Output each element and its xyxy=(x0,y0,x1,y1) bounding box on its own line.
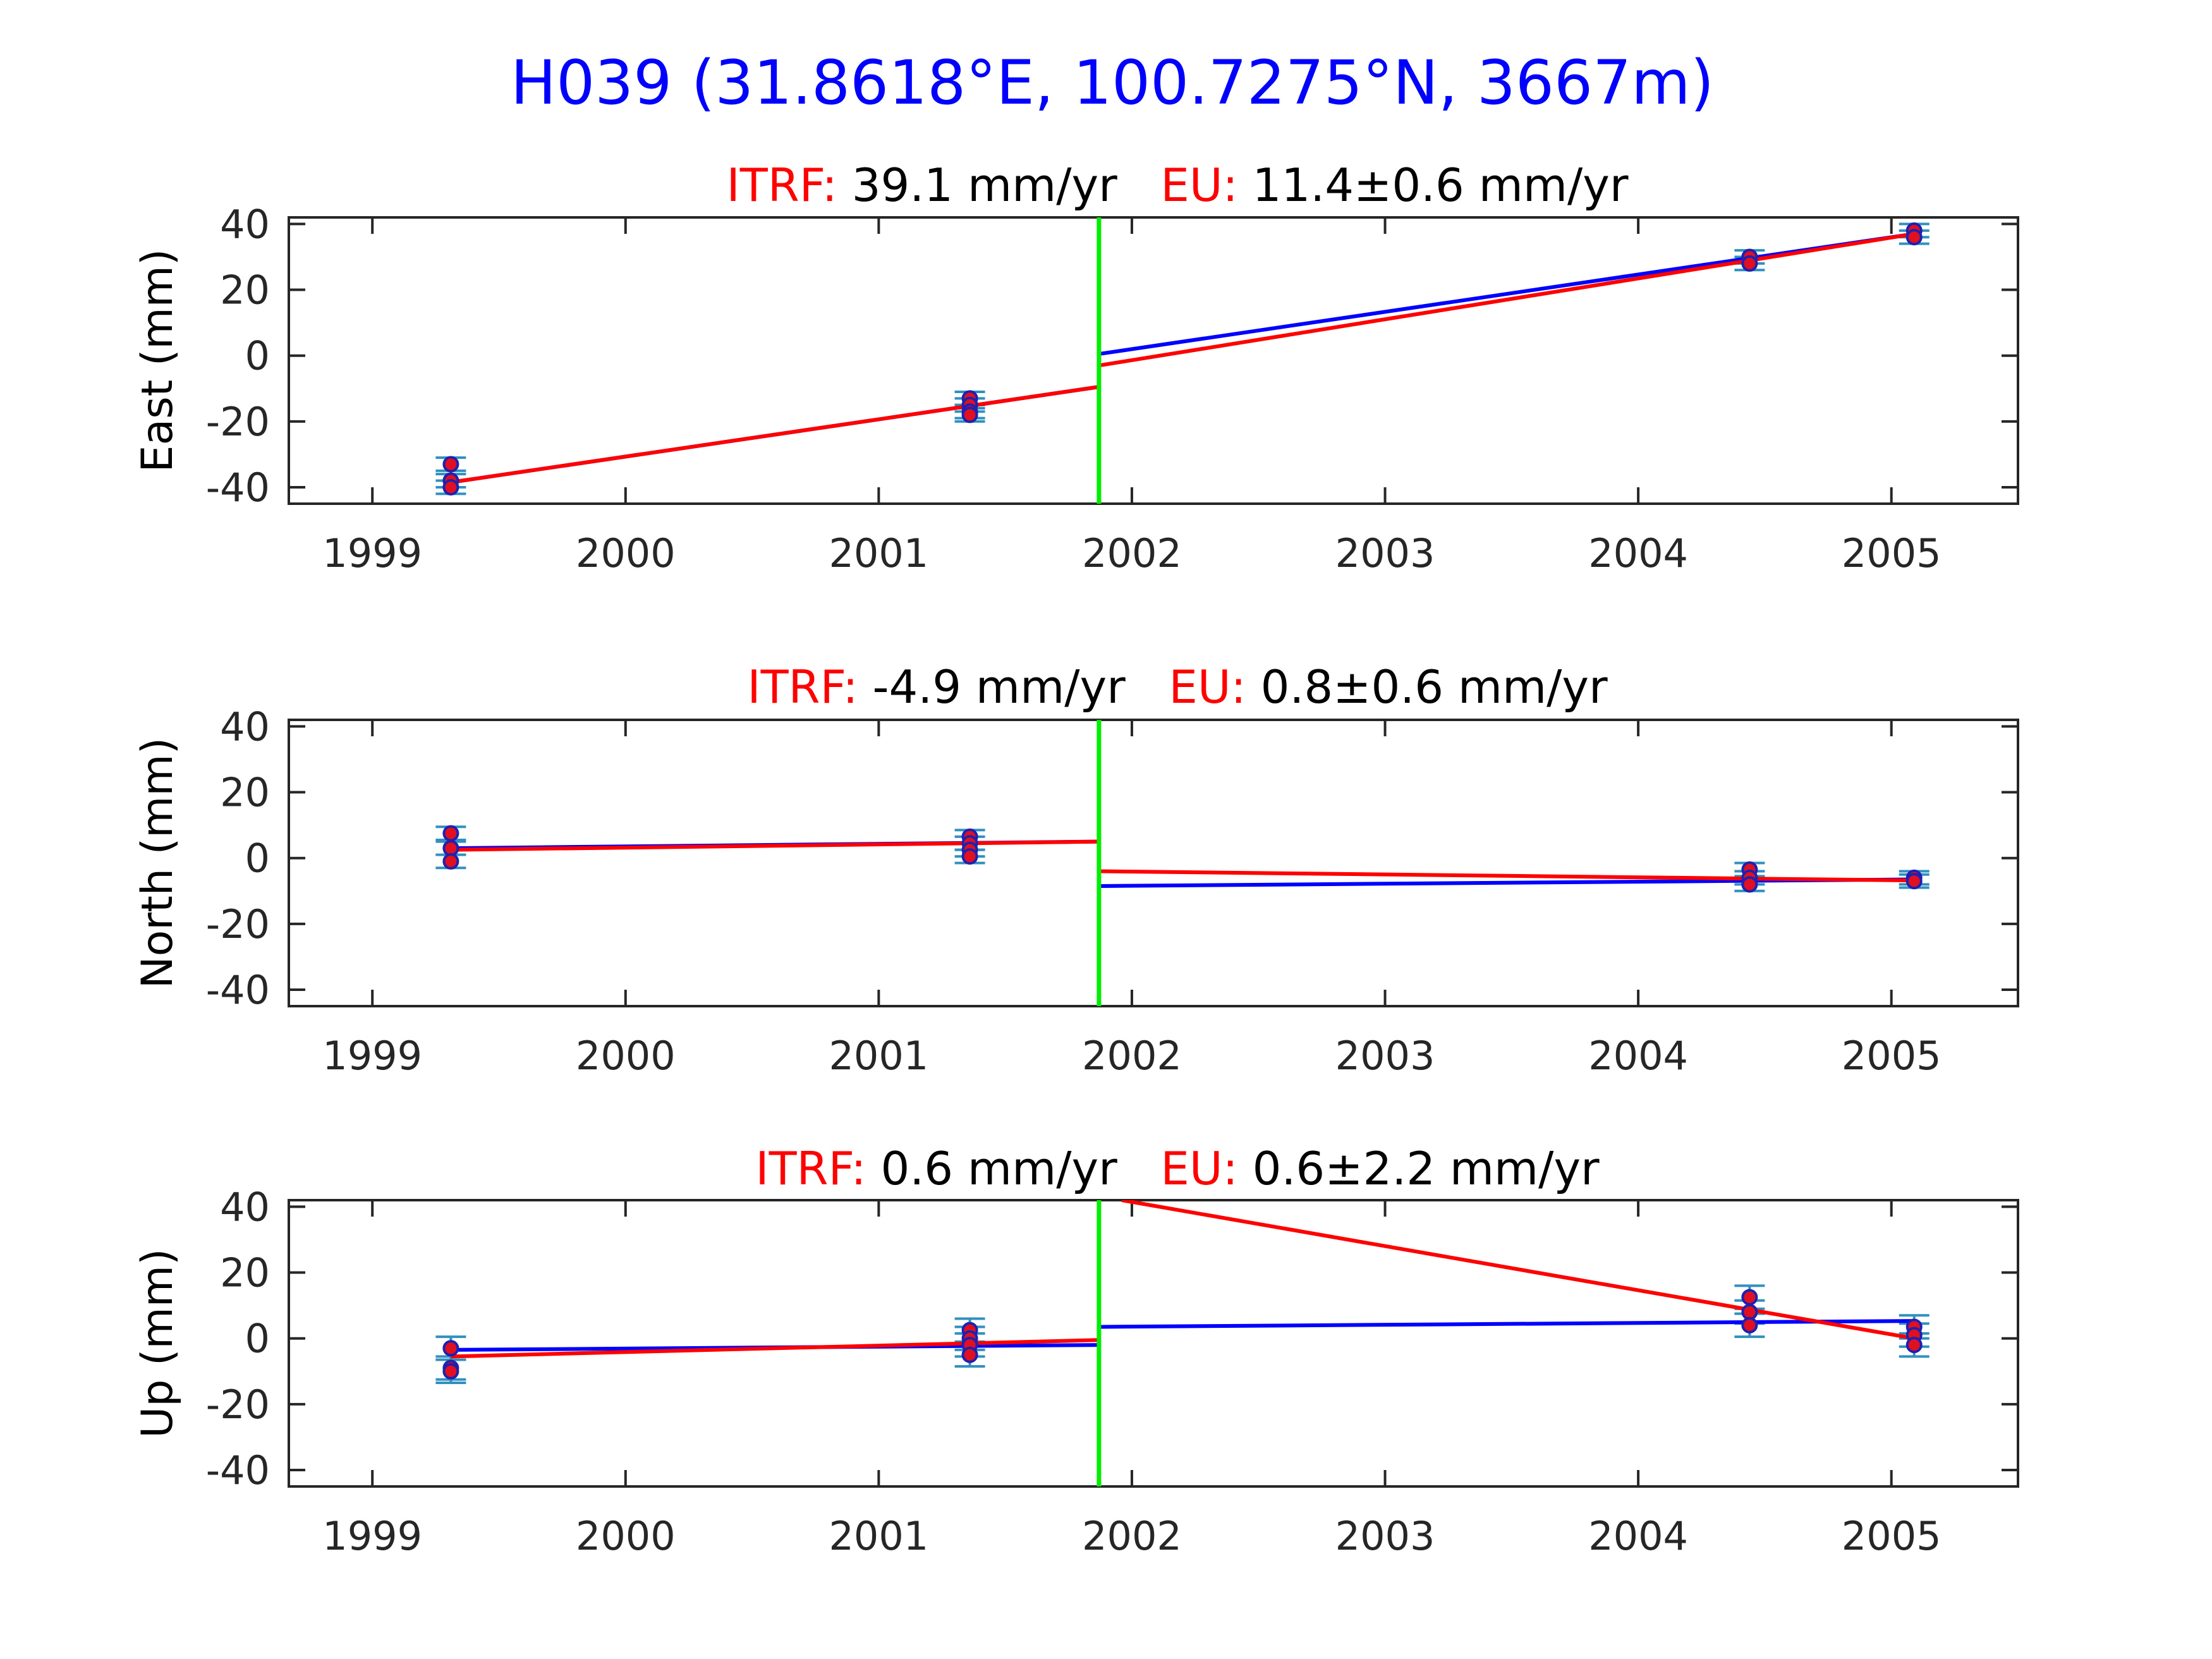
y-tick-label: 0 xyxy=(245,333,270,379)
data-point xyxy=(961,1346,978,1363)
plot-frame xyxy=(288,719,2019,1007)
y-axis-label: Up (mm) xyxy=(133,1248,183,1438)
plot-frame xyxy=(288,1199,2019,1488)
subplot-2: ITRF: -4.9 mm/yr EU: 0.8±0.6 mm/yr 1999 20… xyxy=(133,660,2019,1079)
y-tick-label: 0 xyxy=(245,1316,270,1362)
x-tick-label: 2004 xyxy=(1588,1033,1688,1079)
x-tick-label: 2004 xyxy=(1588,530,1688,576)
subplot-title-part: ITRF: xyxy=(727,159,837,212)
data-point xyxy=(442,456,459,473)
model-line xyxy=(451,1338,1099,1359)
y-tick-label: 0 xyxy=(245,836,270,882)
model-line xyxy=(1098,232,1915,368)
y-axis-label: East (mm) xyxy=(133,249,183,473)
x-tick-label: 1999 xyxy=(322,1033,422,1079)
subplot-title-part: 0.6±2.2 mm/yr xyxy=(1238,1142,1600,1195)
model-line xyxy=(451,839,1099,852)
x-tick-label: 2005 xyxy=(1842,530,1942,576)
y-tick-label: 40 xyxy=(220,1184,270,1230)
y-tick-label: -20 xyxy=(206,901,270,947)
y-tick-label: 40 xyxy=(220,703,270,750)
data-point xyxy=(1905,873,1923,890)
y-tick-label: -20 xyxy=(206,399,270,445)
x-tick-label: 2003 xyxy=(1335,530,1435,576)
subplot-title: ITRF: -4.9 mm/yr EU: 0.8±0.6 mm/yr xyxy=(747,660,1608,714)
plot-frame xyxy=(288,216,2019,505)
data-layer xyxy=(435,222,1929,495)
data-point xyxy=(1905,1337,1923,1354)
subplot-title-part: EU: xyxy=(1126,660,1246,714)
x-tick-label: 2002 xyxy=(1082,1033,1182,1079)
x-tick-label: 2005 xyxy=(1842,1513,1942,1559)
x-tick-label: 2000 xyxy=(576,1033,676,1079)
data-point xyxy=(442,1363,459,1380)
data-point xyxy=(1905,229,1923,246)
subplot-panels: ITRF: 39.1 mm/yr EU: 11.4±0.6 mm/yr 1999 2… xyxy=(133,159,2019,1559)
y-tick-label: -40 xyxy=(206,465,270,511)
data-point xyxy=(442,825,459,842)
x-tick-label: 1999 xyxy=(322,1513,422,1559)
data-point xyxy=(442,853,459,870)
data-point xyxy=(1741,255,1758,272)
subplot-title-part: EU: xyxy=(1117,159,1238,212)
subplot-title-part: ITRF: xyxy=(755,1142,866,1195)
subplot-title-part: 0.8±0.6 mm/yr xyxy=(1246,660,1608,714)
x-tick-label: 2002 xyxy=(1082,530,1182,576)
y-tick-label: 20 xyxy=(220,1250,270,1296)
data-layer xyxy=(435,1200,1929,1384)
subplot-1: ITRF: 39.1 mm/yr EU: 11.4±0.6 mm/yr 1999 2… xyxy=(133,159,2019,576)
x-tick-label: 2003 xyxy=(1335,1513,1435,1559)
model-line xyxy=(1121,1200,1915,1340)
x-tick-label: 1999 xyxy=(322,530,422,576)
x-tick-label: 2002 xyxy=(1082,1513,1182,1559)
y-axis-label: North (mm) xyxy=(133,738,183,988)
subplot-title-part: ITRF: xyxy=(747,660,858,714)
y-tick-label: 40 xyxy=(220,201,270,247)
figure-title: H039 (31.8618°E, 100.7275°N, 3667m) xyxy=(511,47,1714,118)
x-tick-label: 2000 xyxy=(576,530,676,576)
y-tick-label: 20 xyxy=(220,267,270,313)
x-tick-label: 2001 xyxy=(829,530,928,576)
subplot-title: ITRF: 0.6 mm/yr EU: 0.6±2.2 mm/yr xyxy=(755,1142,1600,1195)
subplot-title-part: EU: xyxy=(1117,1142,1238,1195)
data-point xyxy=(442,1340,459,1357)
data-layer xyxy=(435,825,1929,893)
x-tick-label: 2000 xyxy=(576,1513,676,1559)
fit-line xyxy=(1098,1319,1914,1329)
model-line xyxy=(450,385,1100,485)
model-line xyxy=(1098,869,1914,883)
y-tick-label: -40 xyxy=(206,1447,270,1493)
x-tick-label: 2003 xyxy=(1335,1033,1435,1079)
subplot-title-part: -4.9 mm/yr xyxy=(858,660,1126,714)
subplot-title-part: 39.1 mm/yr xyxy=(837,159,1117,212)
subplot-title-part: 0.6 mm/yr xyxy=(866,1142,1117,1195)
x-tick-label: 2005 xyxy=(1842,1033,1942,1079)
subplot-title: ITRF: 39.1 mm/yr EU: 11.4±0.6 mm/yr xyxy=(727,159,1629,212)
x-tick-label: 2001 xyxy=(829,1033,928,1079)
data-point xyxy=(961,406,978,423)
data-point xyxy=(1741,1316,1758,1334)
y-tick-label: 20 xyxy=(220,770,270,816)
data-point xyxy=(1741,876,1758,893)
y-tick-label: -40 xyxy=(206,967,270,1013)
subplot-title-part: 11.4±0.6 mm/yr xyxy=(1238,159,1629,212)
x-tick-label: 2004 xyxy=(1588,1513,1688,1559)
x-tick-label: 2001 xyxy=(829,1513,928,1559)
data-point xyxy=(442,840,459,857)
y-tick-label: -20 xyxy=(206,1382,270,1428)
data-point xyxy=(442,478,459,495)
data-point xyxy=(1741,1304,1758,1321)
data-point xyxy=(1741,1289,1758,1306)
data-point xyxy=(961,848,978,865)
